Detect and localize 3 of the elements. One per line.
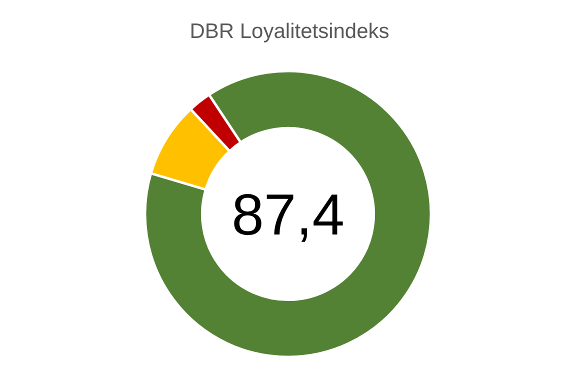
donut-slice	[144, 70, 432, 358]
text: 87,4	[232, 182, 344, 248]
chart-title: DBR Loyalitetsindeks	[190, 20, 390, 43]
